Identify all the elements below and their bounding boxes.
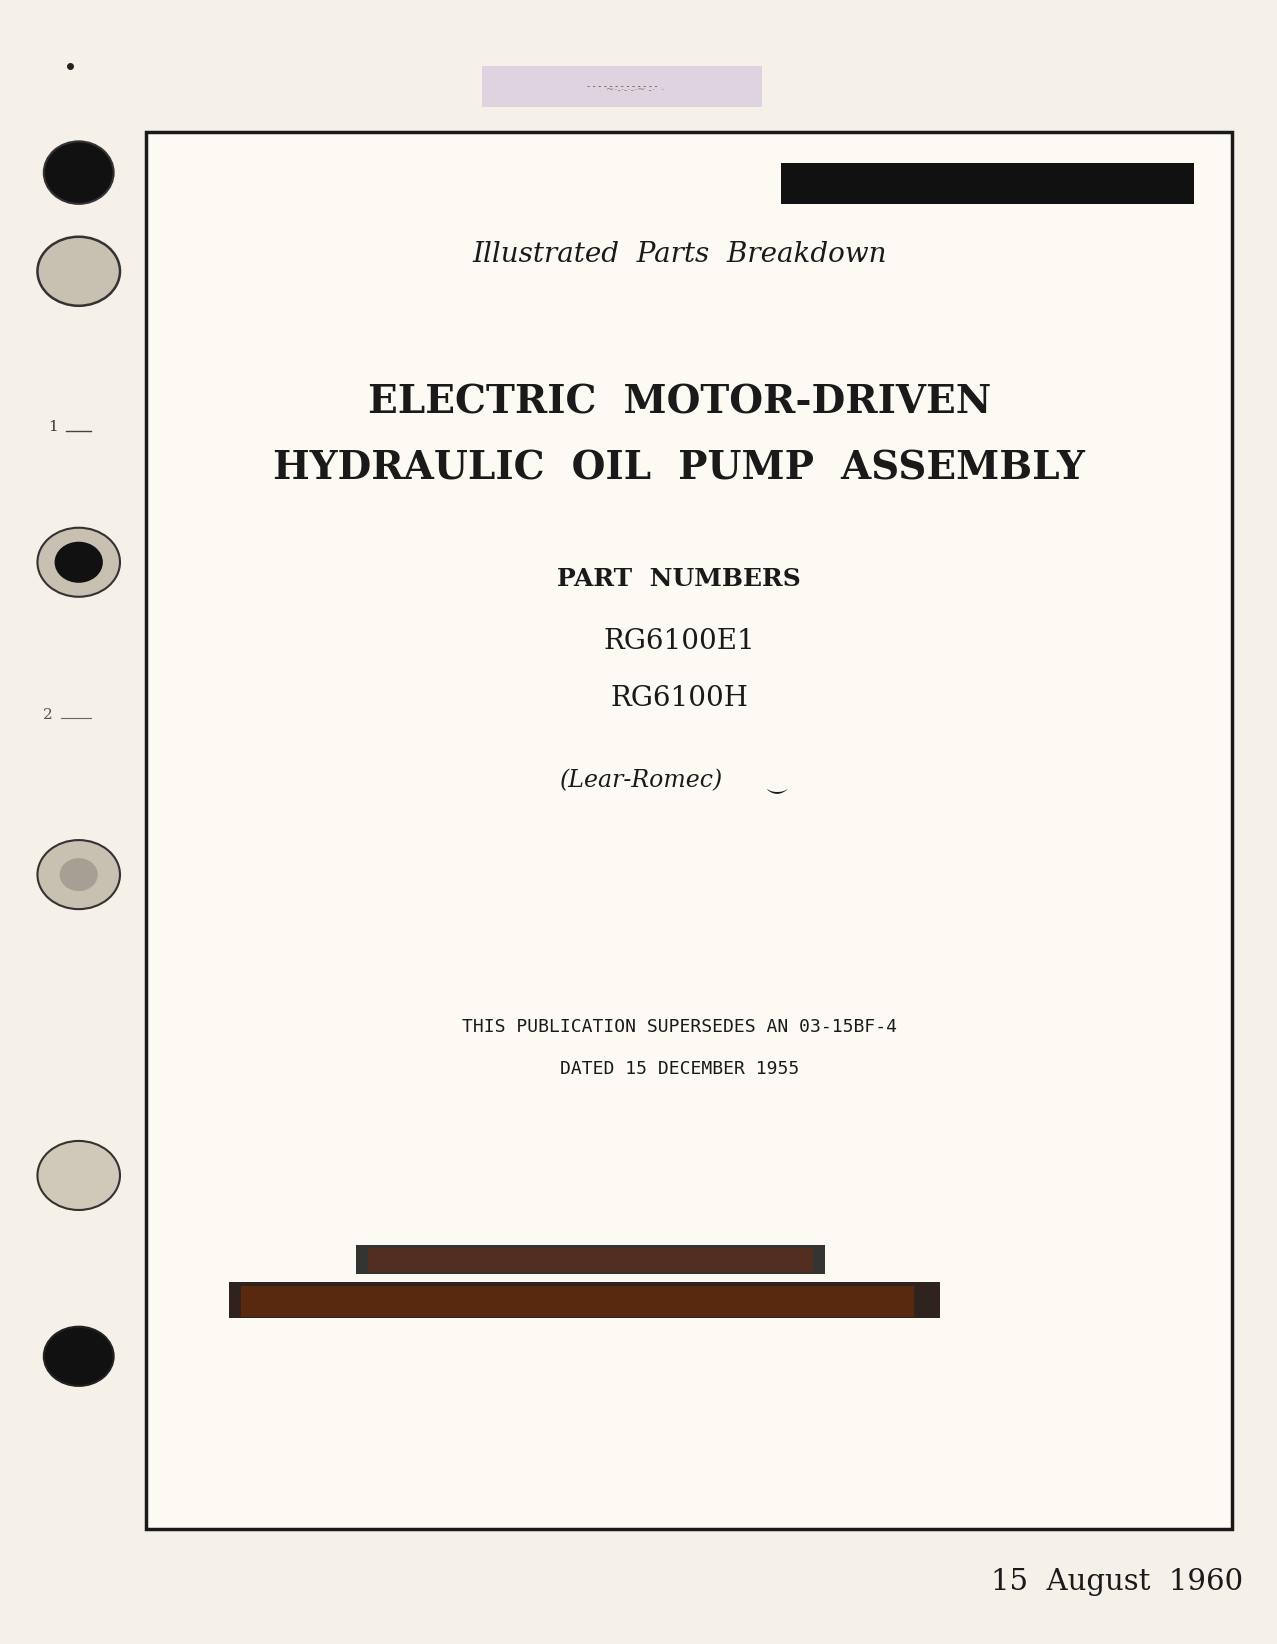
Ellipse shape (37, 528, 120, 597)
Bar (241, 1286, 914, 1317)
Ellipse shape (60, 858, 98, 891)
Text: PART  NUMBERS: PART NUMBERS (558, 567, 801, 590)
Bar (780, 163, 1194, 204)
Ellipse shape (37, 840, 120, 909)
Text: 15  August  1960: 15 August 1960 (991, 1567, 1244, 1596)
Text: DATED 15 DECEMBER 1955: DATED 15 DECEMBER 1955 (559, 1060, 799, 1077)
Text: RG6100E1: RG6100E1 (604, 628, 755, 654)
Text: 2: 2 (43, 709, 54, 722)
Text: THIS PUBLICATION SUPERSEDES AN 03-15BF-4: THIS PUBLICATION SUPERSEDES AN 03-15BF-4 (462, 1019, 896, 1036)
Bar (368, 1248, 812, 1272)
Bar (483, 66, 762, 107)
Text: (Lear-Romec): (Lear-Romec) (559, 769, 723, 792)
Bar (229, 1282, 940, 1318)
Ellipse shape (43, 1327, 114, 1386)
Bar (355, 1245, 825, 1274)
Text: RG6100H: RG6100H (610, 686, 748, 712)
Text: - - - - - - - - - - - - -: - - - - - - - - - - - - - (587, 82, 658, 90)
Ellipse shape (37, 237, 120, 306)
Text: ~·-·-·-·~ -·  ·: ~·-·-·-·~ -· · (605, 85, 664, 95)
Ellipse shape (37, 1141, 120, 1210)
Bar (146, 132, 1231, 1529)
Ellipse shape (43, 141, 114, 204)
Text: 1: 1 (49, 421, 59, 434)
Text: ELECTRIC  MOTOR-DRIVEN: ELECTRIC MOTOR-DRIVEN (368, 383, 991, 423)
Ellipse shape (55, 543, 103, 582)
Text: HYDRAULIC  OIL  PUMP  ASSEMBLY: HYDRAULIC OIL PUMP ASSEMBLY (273, 449, 1085, 488)
Text: $\smile$: $\smile$ (761, 779, 788, 799)
Text: Illustrated  Parts  Breakdown: Illustrated Parts Breakdown (472, 242, 886, 268)
